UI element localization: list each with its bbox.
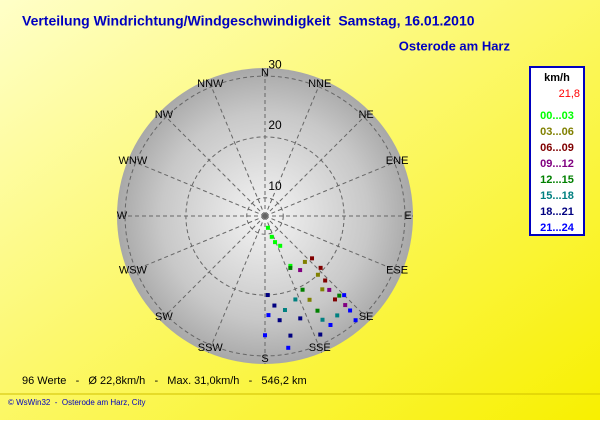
r-tick-label: 20	[268, 118, 282, 132]
direction-label: SE	[359, 311, 374, 323]
legend-box	[529, 66, 585, 236]
direction-label: ENE	[386, 155, 409, 167]
direction-label: SSE	[309, 342, 331, 354]
data-point	[320, 287, 325, 292]
legend-label: 21...24	[540, 222, 575, 234]
data-point	[282, 308, 287, 313]
data-point	[286, 345, 291, 350]
data-point	[278, 243, 283, 248]
spoke	[264, 79, 323, 217]
spoke	[128, 215, 266, 274]
direction-label: NNW	[197, 78, 224, 90]
spoke	[264, 158, 402, 217]
direction-label: SW	[155, 311, 173, 323]
direction-label: WSW	[119, 265, 148, 277]
data-point	[273, 240, 278, 245]
data-point	[327, 287, 332, 292]
spoke	[159, 215, 266, 322]
data-point	[266, 313, 271, 318]
grid-ring	[124, 75, 406, 357]
data-point	[265, 293, 270, 298]
direction-label: ESE	[386, 265, 408, 277]
data-point	[353, 318, 358, 323]
direction-label: W	[117, 210, 128, 222]
direction-label: E	[404, 210, 411, 222]
spoke	[159, 110, 266, 217]
direction-label: NW	[155, 109, 174, 121]
data-point	[320, 317, 325, 322]
r-tick-label: 30	[268, 57, 282, 71]
direction-label: WNW	[119, 155, 148, 167]
data-point	[323, 278, 328, 283]
direction-label: NE	[358, 109, 373, 121]
data-point	[335, 313, 340, 318]
data-point	[298, 268, 303, 273]
data-point	[269, 234, 274, 239]
data-point	[265, 225, 270, 230]
spoke	[128, 158, 266, 217]
legend-value: 21,8	[559, 88, 580, 100]
spoke	[207, 79, 266, 217]
data-point	[318, 265, 323, 270]
grid-ring	[185, 136, 345, 296]
footer: © WsWin32 - Osterode am Harz, City	[8, 398, 145, 407]
data-point	[288, 333, 293, 338]
legend-label: 15...18	[540, 190, 574, 202]
data-point	[310, 256, 315, 261]
summary: 96 Werte - Ø 22,8km/h - Max. 31,0km/h - …	[22, 375, 307, 387]
data-point	[300, 287, 305, 292]
spoke	[264, 215, 402, 274]
data-point	[288, 265, 293, 270]
data-point	[337, 293, 342, 298]
legend-title: km/h	[544, 72, 570, 84]
data-point	[293, 297, 298, 302]
data-point	[343, 303, 348, 308]
direction-label: S	[261, 353, 268, 365]
chart-subtitle: Osterode am Harz	[399, 38, 511, 53]
legend-label: 18...21	[540, 206, 574, 218]
spoke	[207, 215, 266, 353]
data-point	[298, 316, 303, 321]
data-point	[288, 263, 293, 268]
data-point	[307, 297, 312, 302]
data-point	[315, 308, 320, 313]
spoke	[264, 110, 371, 217]
direction-label: NNE	[308, 78, 331, 90]
data-point	[342, 293, 347, 298]
direction-label: SSW	[198, 342, 224, 354]
legend-label: 06...09	[540, 142, 574, 154]
data-point	[328, 322, 333, 327]
data-point	[272, 303, 277, 308]
data-point	[315, 272, 320, 277]
data-point	[318, 332, 323, 337]
legend-label: 12...15	[540, 174, 574, 186]
spoke	[264, 215, 371, 322]
legend-label: 09...12	[540, 158, 574, 170]
data-point	[302, 259, 307, 264]
spoke	[264, 215, 323, 353]
legend-label: 00...03	[540, 110, 574, 122]
chart-title: Verteilung Windrichtung/Windgeschwindigk…	[22, 13, 475, 29]
grid-ring	[246, 197, 284, 235]
legend-label: 03...06	[540, 126, 574, 138]
data-point	[277, 318, 282, 323]
r-tick-label: 10	[268, 179, 282, 193]
direction-label: N	[261, 67, 269, 79]
data-point	[348, 308, 353, 313]
data-point	[332, 297, 337, 302]
data-point	[263, 333, 267, 338]
